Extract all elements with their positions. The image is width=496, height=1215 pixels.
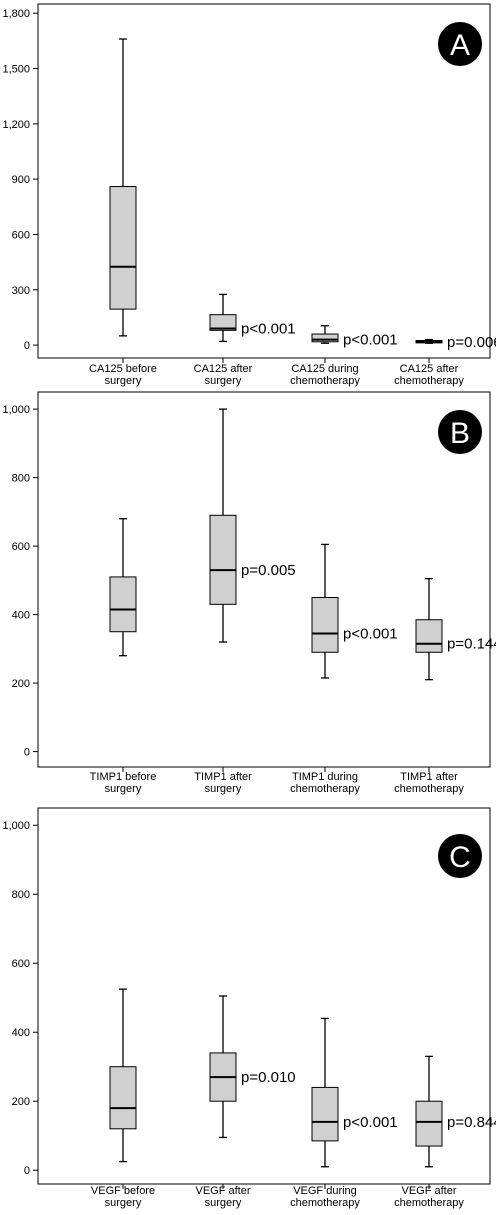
y-tick-label: 600 xyxy=(12,541,30,553)
x-category-label: VEGF before xyxy=(91,1185,155,1197)
box-1 xyxy=(109,518,137,657)
y-tick-label: 200 xyxy=(12,678,30,690)
x-category-label: chemotherapy xyxy=(394,783,464,795)
x-category-label: TIMP1 after xyxy=(194,771,252,783)
x-category-label: VEGF after xyxy=(401,1185,456,1197)
box-1 xyxy=(109,988,137,1163)
x-category-label: TIMP1 before xyxy=(90,771,157,783)
panel-badge xyxy=(438,834,482,878)
box-3: p<0.001 xyxy=(311,1017,398,1168)
x-category-label: CA125 during xyxy=(291,363,358,375)
panel-letter: B xyxy=(450,417,470,450)
box-4: p=0.844 xyxy=(415,1055,496,1168)
x-category-label: CA125 before xyxy=(89,363,157,375)
p-value-label: p=0.010 xyxy=(241,1069,296,1086)
iqr-box xyxy=(209,314,237,331)
p-value-label: p=0.844 xyxy=(447,1114,496,1131)
x-category-label: CA125 after xyxy=(400,363,459,375)
box-4: p=0.006 xyxy=(415,334,496,351)
x-category-label: chemotherapy xyxy=(290,375,360,387)
p-value-label: p=0.006 xyxy=(447,334,496,351)
box-3: p<0.001 xyxy=(311,543,398,679)
y-tick-label: 800 xyxy=(12,889,30,901)
x-category-label: surgery xyxy=(105,1197,142,1209)
y-tick-label: 1,000 xyxy=(2,820,30,832)
p-value-label: p<0.001 xyxy=(343,1114,398,1131)
y-tick-label: 1,800 xyxy=(2,8,30,20)
p-value-label: p<0.001 xyxy=(241,321,296,338)
iqr-box xyxy=(311,333,339,343)
y-tick-label: 200 xyxy=(12,1096,30,1108)
x-category-label: surgery xyxy=(205,375,242,387)
x-category-label: TIMP1 during xyxy=(292,771,358,783)
panel-badge xyxy=(438,410,482,454)
y-tick-label: 400 xyxy=(12,610,30,622)
x-category-label: chemotherapy xyxy=(394,375,464,387)
p-value-label: p<0.001 xyxy=(343,625,398,642)
x-category-label: chemotherapy xyxy=(394,1197,464,1209)
iqr-box xyxy=(109,186,137,310)
p-value-label: p=0.005 xyxy=(241,562,296,579)
y-tick-label: 800 xyxy=(12,473,30,485)
y-tick-label: 600 xyxy=(12,229,30,241)
iqr-box xyxy=(109,1066,137,1130)
x-category-label: VEGF after xyxy=(195,1185,250,1197)
plot-frame xyxy=(37,391,491,768)
box-4: p=0.144 xyxy=(415,577,496,681)
iqr-box xyxy=(311,1086,339,1142)
box-2: p<0.001 xyxy=(209,293,296,343)
box-2: p=0.005 xyxy=(209,408,296,643)
y-tick-label: 0 xyxy=(24,340,30,352)
box-3: p<0.001 xyxy=(311,325,398,349)
x-category-label: surgery xyxy=(105,375,142,387)
x-category-label: surgery xyxy=(205,783,242,795)
iqr-box xyxy=(109,576,137,633)
iqr-box xyxy=(311,596,339,653)
panel-letter: A xyxy=(450,29,470,62)
y-tick-label: 0 xyxy=(24,747,30,759)
y-tick-label: 400 xyxy=(12,1027,30,1039)
iqr-box xyxy=(415,619,443,653)
x-category-label: surgery xyxy=(105,783,142,795)
y-tick-label: 1,500 xyxy=(2,64,30,76)
panel-badge xyxy=(438,22,482,66)
y-tick-label: 1,000 xyxy=(2,404,30,416)
y-tick-label: 600 xyxy=(12,958,30,970)
y-tick-label: 900 xyxy=(12,174,30,186)
p-value-label: p<0.001 xyxy=(343,332,398,349)
p-value-label: p=0.144 xyxy=(447,636,496,653)
plot-frame xyxy=(37,807,491,1185)
y-tick-label: 0 xyxy=(24,1165,30,1177)
box-1 xyxy=(109,38,137,337)
plot-frame xyxy=(37,3,491,359)
y-tick-label: 1,200 xyxy=(2,119,30,131)
panel-letter: C xyxy=(449,841,471,874)
iqr-box xyxy=(415,1100,443,1147)
x-category-label: TIMP1 after xyxy=(400,771,458,783)
x-category-label: VEGF during xyxy=(293,1185,357,1197)
x-category-label: chemotherapy xyxy=(290,783,360,795)
iqr-box xyxy=(209,514,237,605)
x-category-label: chemotherapy xyxy=(290,1197,360,1209)
box-2: p=0.010 xyxy=(209,995,296,1139)
x-category-label: CA125 after xyxy=(194,363,253,375)
x-category-label: surgery xyxy=(205,1197,242,1209)
y-tick-label: 300 xyxy=(12,285,30,297)
